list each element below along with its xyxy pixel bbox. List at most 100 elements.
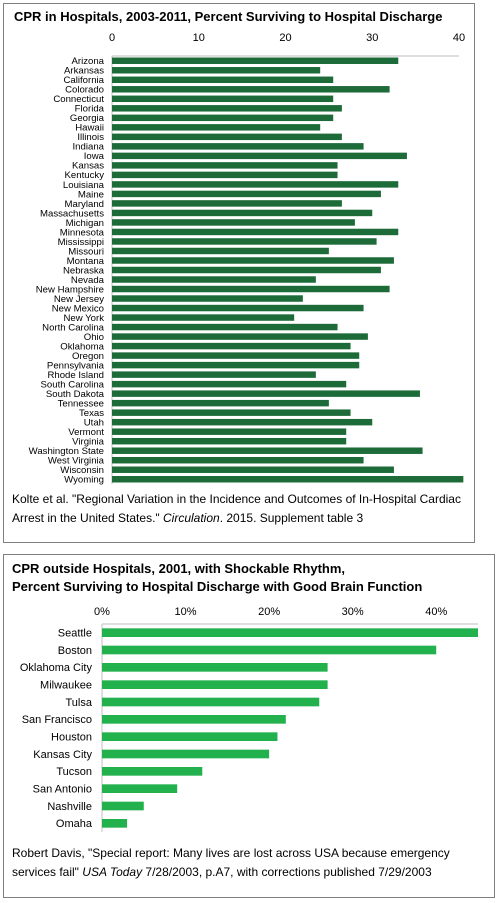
bar — [112, 181, 399, 188]
category-label: New York — [63, 313, 104, 324]
category-label: Nebraska — [63, 265, 105, 276]
category-label: Colorado — [65, 85, 104, 96]
x-tick-label: 0% — [94, 606, 110, 618]
category-label: Tucson — [56, 766, 92, 778]
bar — [112, 380, 347, 388]
bar — [112, 105, 342, 112]
category-label: Massachusetts — [40, 208, 104, 219]
bar — [112, 143, 364, 150]
category-label: Oklahoma — [60, 341, 104, 352]
category-label: Pennsylvania — [47, 360, 105, 371]
bar — [102, 767, 203, 776]
bar — [112, 276, 316, 283]
category-label: Ohio — [84, 332, 104, 343]
category-label: Maryland — [65, 199, 104, 210]
bar — [112, 200, 342, 207]
bar — [112, 361, 360, 369]
category-label: Florida — [75, 104, 105, 115]
x-tick-label: 20% — [258, 606, 280, 618]
category-label: Connecticut — [53, 94, 104, 105]
bar — [112, 257, 394, 264]
bar — [112, 162, 338, 169]
category-label: Kentucky — [65, 170, 105, 181]
bar — [112, 476, 464, 483]
source-journal: USA Today — [82, 865, 143, 879]
bar — [102, 732, 278, 741]
category-label: Boston — [58, 645, 92, 657]
source-text-after: . 2015. Supplement table 3 — [219, 511, 364, 525]
chart-plot: 0% 10% 20% 30% 40% Seattle Boston Oklahoma City… — [20, 606, 478, 832]
category-label: Kansas — [72, 161, 104, 172]
bar — [112, 86, 390, 93]
bar — [112, 314, 295, 321]
bar — [112, 352, 360, 359]
x-tick-label: 10 — [193, 32, 205, 44]
category-label: Louisiana — [63, 180, 105, 191]
bar — [112, 171, 338, 179]
category-label: Illinois — [77, 132, 104, 143]
x-tick-label: 10% — [175, 606, 197, 618]
bar — [112, 437, 347, 445]
bar — [102, 680, 328, 689]
source-journal: Circulation — [163, 511, 220, 525]
category-label: North Carolina — [42, 322, 105, 333]
bar — [112, 114, 334, 122]
bar — [112, 399, 329, 407]
category-label: Omaha — [56, 818, 93, 830]
x-tick-label: 30% — [342, 606, 364, 618]
category-label: Minnesota — [60, 227, 105, 238]
category-label: Arkansas — [64, 66, 104, 77]
bar — [102, 663, 328, 672]
bar — [112, 342, 351, 350]
chart-title-line-2: Percent Surviving to Hospital Discharge … — [12, 579, 423, 594]
category-label: Utah — [84, 418, 104, 429]
bar — [112, 209, 373, 217]
category-label: Vermont — [68, 427, 104, 438]
chart-plot: 0 10 20 30 40 ArizonaArkansasCaliforniaColora… — [29, 32, 466, 486]
category-label: Mississippi — [58, 237, 104, 248]
category-label: New Mexico — [52, 303, 104, 314]
bar — [102, 749, 270, 759]
bar — [102, 784, 178, 793]
chart-source: Kolte et al. "Regional Variation in the … — [12, 490, 467, 528]
bar — [112, 304, 364, 312]
bar — [112, 323, 338, 331]
bar — [112, 409, 351, 416]
bar — [102, 697, 320, 707]
chart-source: Robert Davis, "Special report: Many live… — [12, 844, 494, 882]
bar — [112, 456, 364, 464]
x-tick-label: 40% — [425, 606, 447, 618]
source-text-before: Kolte et al. "Regional Variation in the … — [12, 492, 461, 525]
source-text-before: Robert Davis, "Special report: Many live… — [12, 846, 450, 879]
bar — [112, 228, 399, 236]
bar — [112, 466, 394, 473]
category-label: Nevada — [71, 275, 105, 286]
bar — [112, 247, 329, 255]
bar — [102, 819, 128, 828]
category-label: South Dakota — [46, 389, 105, 400]
category-label: West Virginia — [48, 456, 105, 467]
x-tick-label: 0 — [109, 32, 115, 44]
category-label: Milwaukee — [40, 680, 92, 692]
category-label: Kansas City — [33, 749, 92, 761]
category-label: Virginia — [72, 437, 104, 448]
category-label: Nashville — [47, 801, 92, 813]
chart-panel-outside: CPR outside Hospitals, 2001, with Shocka… — [3, 554, 495, 898]
bar — [112, 57, 399, 64]
bar — [112, 295, 303, 302]
category-label: Texas — [79, 408, 104, 419]
bar — [112, 266, 381, 274]
bar — [112, 95, 334, 103]
bar — [102, 801, 144, 811]
category-label: California — [63, 75, 104, 86]
category-label: New Hampshire — [36, 284, 104, 295]
x-tick-label: 40 — [453, 32, 465, 44]
bar — [112, 390, 420, 397]
category-label: Oklahoma City — [20, 662, 93, 674]
category-label: San Antonio — [33, 784, 92, 796]
bar — [102, 715, 286, 724]
category-label: Tulsa — [66, 697, 93, 709]
bar — [112, 190, 381, 198]
bar — [112, 152, 407, 160]
bar — [112, 428, 347, 435]
